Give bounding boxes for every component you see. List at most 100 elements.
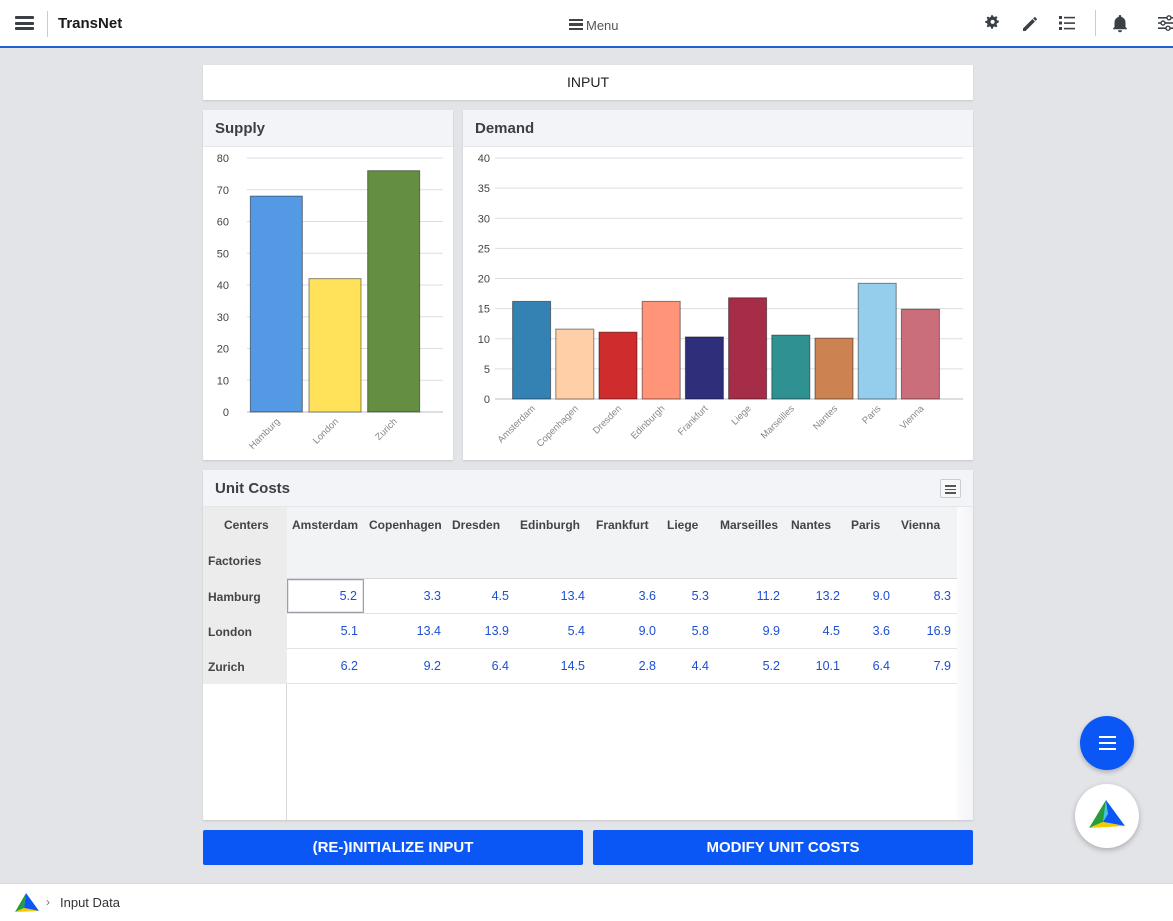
supply-chart: 0 10 20 30 40 50 60 70 80 Hamburg London Zurich [217, 153, 443, 452]
demand-x-tick-label: Amsterdam [496, 403, 538, 445]
column-header-amsterdam: Amsterdam [292, 518, 359, 532]
cost-cell[interactable]: 5.8 [691, 624, 709, 638]
demand-bar-copenhagen [555, 328, 595, 400]
fab-menu-button[interactable] [1080, 716, 1134, 770]
supply-y-tick-label: 10 [217, 375, 229, 387]
supply-y-tick-label: 20 [217, 344, 229, 356]
row-header-zurich: Zurich [203, 649, 287, 684]
column-header-edinburgh: Edinburgh [520, 518, 580, 532]
row-header-column: Centers Factories Hamburg London Zurich [203, 507, 287, 820]
row-header-hamburg: Hamburg [203, 579, 287, 614]
centers-header: Centers [203, 507, 287, 543]
cost-cell[interactable]: 8.3 [933, 589, 951, 603]
table-scroll-area[interactable] [957, 507, 973, 820]
breadcrumb[interactable]: Input Data [60, 895, 120, 910]
supply-x-tick-label: Hamburg [247, 416, 282, 451]
row-header-london: London [203, 614, 287, 649]
demand-x-tick-label: Paris [860, 403, 883, 426]
menu-icon [569, 18, 583, 33]
list-icon[interactable] [1057, 13, 1077, 33]
demand-y-tick-label: 25 [478, 243, 490, 255]
hamburger-menu-icon[interactable] [15, 16, 34, 30]
cost-cell[interactable]: 3.6 [872, 624, 890, 638]
table-menu-button[interactable] [940, 479, 961, 498]
demand-bar-nantes [814, 337, 854, 400]
demand-bar-amsterdam [512, 300, 552, 400]
modify-unit-costs-button[interactable]: MODIFY UNIT COSTS [593, 830, 973, 865]
cost-cell[interactable]: 5.2 [287, 579, 364, 613]
cost-cell[interactable]: 5.1 [340, 624, 358, 638]
supply-x-tick-label: Zurich [373, 416, 399, 442]
divider [47, 11, 48, 37]
menu-icon [1099, 736, 1116, 738]
pencil-icon[interactable] [1020, 13, 1040, 33]
cost-cell[interactable]: 6.4 [491, 659, 509, 673]
gear-icon[interactable] [983, 13, 1003, 33]
cost-cell[interactable]: 5.4 [567, 624, 585, 638]
supply-bar-zurich [367, 170, 421, 413]
demand-x-tick-label: Liege [730, 403, 754, 427]
app-logo-icon[interactable] [14, 892, 40, 914]
cost-cell[interactable]: 5.2 [762, 659, 780, 673]
demand-x-tick-label: Dresden [591, 403, 624, 436]
cost-cell[interactable]: 13.4 [560, 589, 585, 603]
demand-y-tick-label: 35 [478, 183, 490, 195]
cost-cell[interactable]: 10.1 [815, 659, 840, 673]
cost-cell[interactable]: 13.2 [815, 589, 840, 603]
app-title: TransNet [58, 15, 123, 32]
menu-button[interactable]: Menu [569, 18, 619, 33]
column-header-marseilles: Marseilles [720, 518, 779, 532]
column-header-nantes: Nantes [791, 518, 832, 532]
demand-panel: Demand 0 5 10 15 20 25 30 35 40 Amsterdam Copenhag… [463, 110, 973, 460]
sliders-icon[interactable] [1156, 13, 1173, 33]
cost-cell[interactable]: 4.5 [491, 589, 509, 603]
demand-bar-dresden [598, 331, 638, 400]
cost-cell[interactable]: 7.9 [933, 659, 951, 673]
demand-x-tick-label: Edinburgh [629, 403, 667, 441]
cost-cell[interactable]: 6.2 [340, 659, 358, 673]
cost-cell[interactable]: 11.2 [756, 589, 780, 603]
supply-y-tick-label: 60 [217, 217, 229, 229]
cost-cell[interactable]: 9.0 [638, 624, 656, 638]
cost-cell[interactable]: 6.4 [872, 659, 890, 673]
supply-y-tick-label: 0 [223, 407, 229, 419]
table-row: 5.1 13.4 13.9 5.4 9.0 5.8 9.9 4.5 3.6 16.9 [287, 614, 957, 649]
demand-y-tick-label: 0 [484, 394, 490, 406]
cost-cell[interactable]: 4.5 [822, 624, 840, 638]
column-header-frankfurt: Frankfurt [596, 518, 649, 532]
unit-costs-table: Amsterdam Copenhagen Dresden Edinburgh Frank… [203, 507, 973, 820]
reinitialize-input-button[interactable]: (RE-)INITIALIZE INPUT [203, 830, 583, 865]
supply-x-tick-label: London [311, 416, 341, 446]
cost-cell[interactable]: 13.4 [416, 624, 441, 638]
unit-costs-title: Unit Costs [203, 470, 973, 507]
bell-icon[interactable] [1110, 13, 1130, 33]
demand-bar-paris [857, 282, 897, 400]
table-header-row: Amsterdam Copenhagen Dresden Edinburgh Frank… [287, 507, 957, 579]
cost-cell[interactable]: 9.9 [762, 624, 780, 638]
supply-y-tick-label: 30 [217, 312, 229, 324]
demand-y-tick-label: 30 [478, 213, 490, 225]
supply-y-tick-label: 40 [217, 280, 229, 292]
section-title: INPUT [203, 65, 973, 100]
cost-cell[interactable]: 9.0 [872, 589, 890, 603]
demand-x-tick-label: Frankfurt [676, 403, 711, 438]
fab-logo-button[interactable] [1075, 784, 1139, 848]
demand-bar-vienna [900, 308, 940, 400]
demand-x-tick-label: Nantes [811, 403, 840, 432]
demand-y-tick-label: 10 [478, 334, 490, 346]
demand-title: Demand [463, 110, 973, 147]
cost-cell[interactable]: 5.3 [691, 589, 709, 603]
cost-cell[interactable]: 2.8 [638, 659, 656, 673]
cost-cell[interactable]: 14.5 [560, 659, 585, 673]
supply-y-tick-label: 50 [217, 248, 229, 260]
factories-header: Factories [203, 543, 287, 579]
demand-x-tick-label: Copenhagen [535, 403, 581, 449]
demand-bar-liege [728, 297, 768, 400]
cost-cell[interactable]: 16.9 [926, 624, 951, 638]
cost-cell[interactable]: 13.9 [484, 624, 509, 638]
cost-cell[interactable]: 3.3 [423, 589, 441, 603]
cost-cell[interactable]: 9.2 [423, 659, 441, 673]
cost-cell[interactable]: 4.4 [691, 659, 709, 673]
cost-cell[interactable]: 3.6 [638, 589, 656, 603]
demand-y-tick-label: 20 [478, 274, 490, 286]
